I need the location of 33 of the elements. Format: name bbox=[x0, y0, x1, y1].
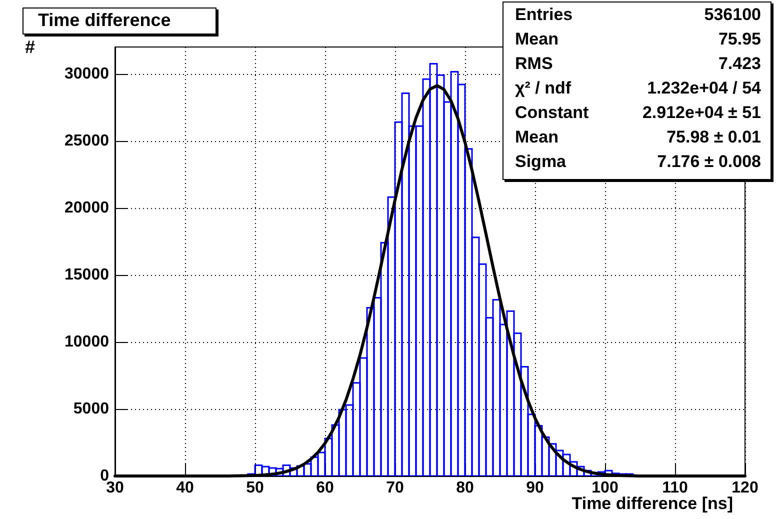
y-tick-label: 25000 bbox=[64, 132, 110, 150]
annotation: Mean bbox=[515, 30, 558, 48]
x-tick-label: 100 bbox=[592, 480, 618, 496]
annotation: χ² / ndf bbox=[515, 78, 572, 98]
x-tick-label: 50 bbox=[246, 480, 264, 496]
x-axis-title: Time difference [ns] bbox=[572, 494, 733, 513]
annotation: 7.176 ± 0.008 bbox=[657, 152, 761, 171]
annotation: 75.95 bbox=[718, 30, 761, 48]
annotation: Mean bbox=[515, 128, 558, 146]
annotation: 1.232e+04 / 54 bbox=[647, 78, 762, 98]
text: 536100 bbox=[704, 5, 761, 24]
annotation: 7.423 bbox=[718, 54, 761, 73]
text: Entries bbox=[515, 5, 573, 24]
y-tick-label: 5000 bbox=[73, 400, 110, 418]
y-tick-label: 20000 bbox=[64, 199, 110, 216]
annotation: 2.912e+04 ± 51 bbox=[642, 103, 761, 122]
annotation: Constant bbox=[515, 103, 589, 122]
y-tick-label: 15000 bbox=[64, 266, 110, 284]
x-tick-label: 90 bbox=[526, 480, 544, 496]
y-tick-label: 30000 bbox=[64, 65, 110, 82]
x-tick-label: 60 bbox=[316, 480, 334, 496]
y-axis-title: # bbox=[25, 37, 36, 57]
annotation: Sigma bbox=[515, 152, 567, 171]
x-tick-label: 110 bbox=[662, 480, 688, 496]
x-tick-label: 80 bbox=[456, 480, 474, 496]
x-tick-label: 30 bbox=[106, 480, 124, 496]
x-tick-label: 70 bbox=[386, 480, 404, 496]
y-tick-label: 10000 bbox=[64, 333, 110, 350]
annotation: 75.98 ± 0.01 bbox=[666, 128, 761, 146]
annotation: RMS bbox=[515, 54, 553, 73]
x-tick-label: 40 bbox=[176, 480, 194, 496]
chart-title: Time difference bbox=[38, 10, 171, 30]
x-tick-label: 120 bbox=[732, 480, 758, 496]
